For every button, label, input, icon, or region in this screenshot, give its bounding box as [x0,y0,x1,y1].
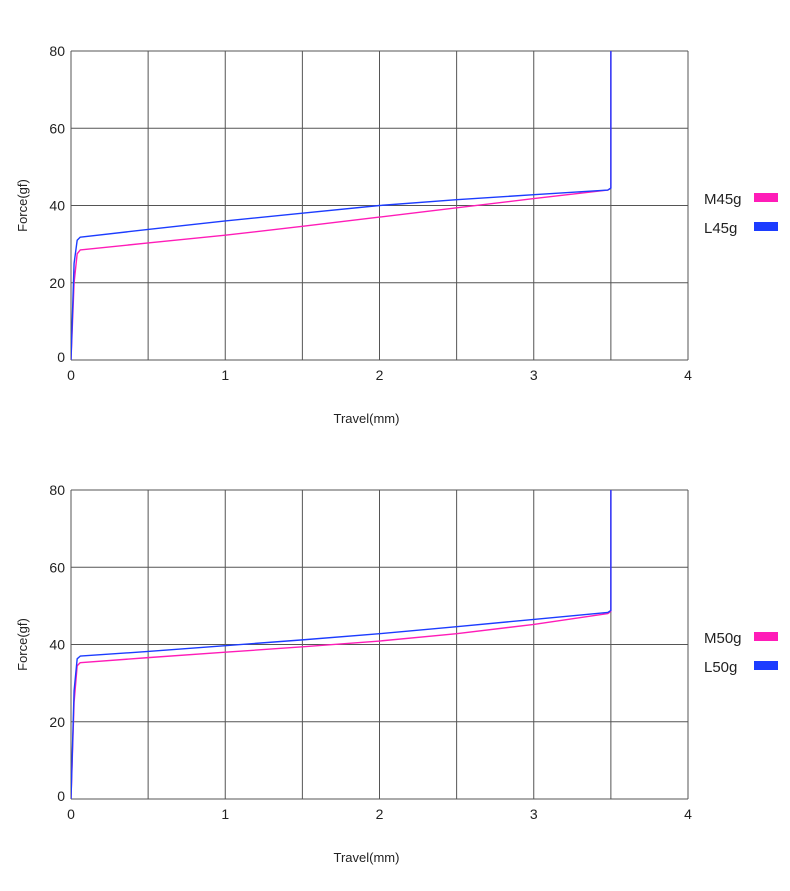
chart2-y-tick-label: 60 [49,559,65,575]
chart1-x-axis-label: Travel(mm) [334,411,400,426]
chart2-y-tick-label: 20 [49,714,65,730]
chart1-legend-label-l45g: L45g [704,220,737,237]
chart2-y-tick-label: 40 [49,637,65,653]
chart2-y-tick-label: 0 [57,788,65,804]
chart1-y-tick-label: 60 [49,120,65,136]
chart2-series-line-l50g [71,490,612,800]
chart2-y-axis-label: Force(gf) [15,618,30,671]
chart1-x-tick-label: 1 [221,367,229,383]
chart1-x-tick-label: 2 [376,367,384,383]
chart2-y-tick-label: 80 [49,482,65,498]
chart2-x-tick-label: 3 [530,806,538,822]
chart1-y-tick-label: 0 [57,349,65,365]
chart1-y-axis-label: Force(gf) [15,179,30,232]
chart1-series-line-l45g [71,51,612,361]
chart2-x-axis-label: Travel(mm) [334,850,400,865]
chart1-legend-swatch-l45g [754,222,778,231]
chart2-legend-swatch-m50g [754,632,778,641]
chart1-x-tick-label: 0 [67,367,75,383]
chart1-y-tick-label: 20 [49,275,65,291]
chart2-legend-label-m50g: M50g [704,630,742,647]
chart1-legend-swatch-m45g [754,193,778,202]
chart1-y-tick-label: 80 [49,43,65,59]
chart2-legend-label-l50g: L50g [704,659,737,676]
chart2-x-tick-label: 1 [221,806,229,822]
chart1-y-tick-label: 40 [49,198,65,214]
chart2-x-tick-label: 4 [684,806,692,822]
chart2-legend-swatch-l50g [754,661,778,670]
chart1-x-tick-label: 3 [530,367,538,383]
chart1-legend-label-m45g: M45g [704,191,742,208]
chart1-x-tick-label: 4 [684,367,692,383]
chart2-x-tick-label: 2 [376,806,384,822]
chart2-x-tick-label: 0 [67,806,75,822]
